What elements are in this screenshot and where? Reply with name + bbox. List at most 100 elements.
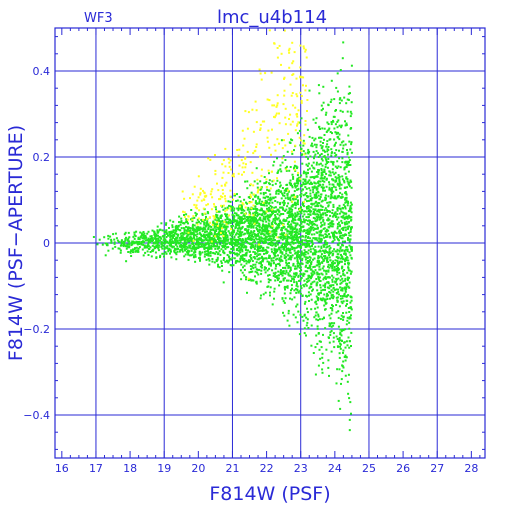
data-point xyxy=(339,191,342,194)
data-point xyxy=(309,192,312,195)
data-point xyxy=(221,163,224,166)
data-point xyxy=(238,216,241,219)
data-point xyxy=(312,208,315,211)
data-point xyxy=(218,266,221,269)
data-point xyxy=(153,230,156,233)
data-point xyxy=(133,248,136,251)
data-point xyxy=(214,206,217,208)
data-point xyxy=(312,118,315,121)
data-point xyxy=(230,231,233,234)
data-point xyxy=(200,240,203,243)
data-point xyxy=(337,131,340,134)
data-point xyxy=(303,332,306,335)
data-point xyxy=(183,248,186,251)
data-point xyxy=(335,236,338,239)
data-point xyxy=(199,245,202,248)
data-point xyxy=(349,148,352,151)
data-point xyxy=(307,242,310,245)
data-point xyxy=(340,314,343,317)
data-point xyxy=(209,252,212,255)
data-point xyxy=(199,238,202,241)
data-point xyxy=(304,253,307,256)
data-point xyxy=(322,227,325,230)
data-point xyxy=(291,226,294,229)
data-point xyxy=(297,199,299,202)
data-point xyxy=(261,230,264,233)
data-point xyxy=(350,331,353,334)
data-point xyxy=(274,267,277,270)
data-point xyxy=(284,237,287,240)
data-point xyxy=(289,269,292,271)
data-point xyxy=(193,246,196,249)
data-point xyxy=(260,272,263,275)
data-point xyxy=(285,264,288,267)
data-point xyxy=(348,156,350,159)
data-point xyxy=(337,399,340,402)
data-point xyxy=(347,232,350,234)
data-point xyxy=(270,240,273,243)
data-point xyxy=(253,251,256,254)
data-point xyxy=(246,180,249,183)
data-point xyxy=(284,297,287,300)
data-point xyxy=(243,217,246,220)
data-point xyxy=(329,131,332,133)
data-point xyxy=(331,250,334,253)
x-tick-label: 25 xyxy=(362,462,376,475)
data-point xyxy=(215,208,217,211)
data-point xyxy=(315,318,318,321)
data-point xyxy=(302,218,305,221)
data-point xyxy=(332,260,335,263)
data-point xyxy=(276,248,279,251)
data-point xyxy=(341,302,344,305)
data-point xyxy=(216,258,219,261)
data-point xyxy=(332,336,335,339)
data-point xyxy=(323,269,326,272)
data-point xyxy=(330,322,333,325)
data-point xyxy=(313,233,316,236)
data-point xyxy=(273,287,276,290)
data-point xyxy=(321,179,324,182)
data-point xyxy=(341,161,344,164)
data-point xyxy=(170,245,173,248)
data-point xyxy=(201,230,204,233)
data-point xyxy=(224,213,227,216)
data-point xyxy=(311,243,314,245)
data-point xyxy=(279,260,282,263)
data-point xyxy=(202,198,205,201)
data-point xyxy=(109,235,112,238)
data-point xyxy=(270,226,273,229)
data-point xyxy=(256,219,259,222)
data-point xyxy=(302,202,305,205)
data-point xyxy=(256,208,259,211)
data-point xyxy=(263,229,266,232)
data-point xyxy=(155,237,158,240)
data-point xyxy=(314,223,317,226)
data-point xyxy=(348,286,351,289)
data-point xyxy=(330,154,333,157)
data-point xyxy=(252,231,255,234)
data-point xyxy=(271,244,274,247)
data-point xyxy=(340,237,343,240)
data-point xyxy=(319,196,322,198)
data-point xyxy=(285,168,288,171)
data-point xyxy=(188,254,191,257)
data-point xyxy=(341,206,344,209)
data-point xyxy=(327,195,330,198)
data-point xyxy=(210,237,213,239)
data-point xyxy=(344,120,346,123)
data-point xyxy=(222,236,225,239)
data-point xyxy=(316,224,319,227)
data-point xyxy=(325,295,328,298)
data-point xyxy=(183,243,185,246)
data-point xyxy=(306,200,308,203)
data-point xyxy=(232,198,234,201)
data-point xyxy=(294,238,297,241)
data-point xyxy=(296,231,298,234)
data-point xyxy=(266,269,269,272)
data-point xyxy=(222,192,225,195)
data-point xyxy=(115,237,118,240)
data-point xyxy=(248,223,251,226)
data-point xyxy=(223,226,226,229)
data-point xyxy=(319,357,322,360)
data-point xyxy=(233,239,236,241)
